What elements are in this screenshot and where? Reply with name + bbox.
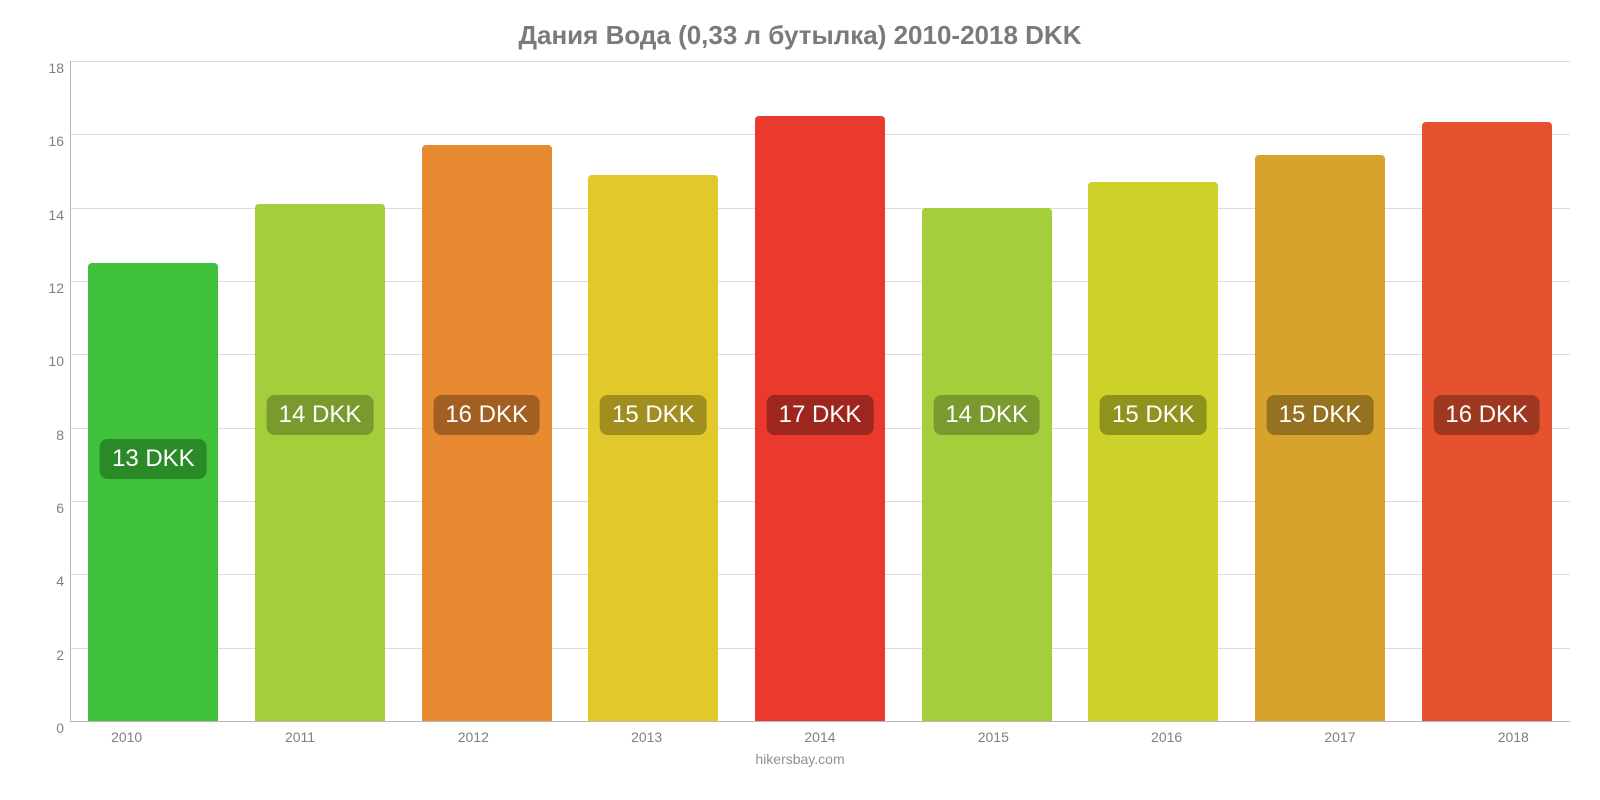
bar-2012: 16 DKK — [422, 145, 552, 721]
x-tick: 2014 — [733, 729, 906, 745]
source-label: hikersbay.com — [0, 751, 1600, 767]
bar-value-label: 13 DKK — [100, 439, 207, 479]
y-tick: 2 — [30, 647, 64, 663]
plot-area: 024681012141618 13 DKK14 DKK16 DKK15 DKK… — [30, 61, 1570, 721]
x-tick: 2012 — [387, 729, 560, 745]
bar-slot: 15 DKK — [1237, 61, 1404, 721]
y-axis: 024681012141618 — [30, 61, 70, 721]
bar-2017: 15 DKK — [1255, 155, 1385, 722]
bar-value-label: 15 DKK — [1100, 395, 1207, 435]
y-tick: 16 — [30, 133, 64, 149]
bar-2018: 16 DKK — [1422, 122, 1552, 722]
bar-value-label: 15 DKK — [1267, 395, 1374, 435]
y-tick: 6 — [30, 500, 64, 516]
bar-slot: 16 DKK — [1403, 61, 1570, 721]
bars-container: 13 DKK 14 DKK 16 DKK 15 DKK 17 DKK 14 DKK 15 D… — [70, 61, 1570, 721]
bar-slot: 15 DKK — [570, 61, 737, 721]
bar-2011: 14 DKK — [255, 204, 385, 721]
y-tick: 10 — [30, 353, 64, 369]
bar-2013: 15 DKK — [588, 175, 718, 721]
bar-slot: 13 DKK — [70, 61, 237, 721]
bar-slot: 17 DKK — [737, 61, 904, 721]
bar-value-label: 16 DKK — [433, 395, 540, 435]
x-axis: 201020112012201320142015201620172018 — [40, 729, 1600, 745]
chart-title: Дания Вода (0,33 л бутылка) 2010-2018 DK… — [30, 20, 1570, 51]
bar-value-label: 17 DKK — [767, 395, 874, 435]
bar-slot: 14 DKK — [237, 61, 404, 721]
bar-slot: 14 DKK — [903, 61, 1070, 721]
axis-line-x — [70, 721, 1570, 722]
x-tick: 2016 — [1080, 729, 1253, 745]
y-tick: 18 — [30, 60, 64, 76]
bar-value-label: 14 DKK — [267, 395, 374, 435]
y-tick: 12 — [30, 280, 64, 296]
bar-slot: 15 DKK — [1070, 61, 1237, 721]
y-tick: 4 — [30, 573, 64, 589]
y-tick: 14 — [30, 207, 64, 223]
bar-value-label: 15 DKK — [600, 395, 707, 435]
x-tick: 2013 — [560, 729, 733, 745]
water-price-chart: Дания Вода (0,33 л бутылка) 2010-2018 DK… — [0, 0, 1600, 800]
x-tick: 2010 — [40, 729, 213, 745]
bar-2014: 17 DKK — [755, 116, 885, 721]
bar-value-label: 14 DKK — [933, 395, 1040, 435]
bar-slot: 16 DKK — [403, 61, 570, 721]
x-tick: 2011 — [213, 729, 386, 745]
x-tick: 2017 — [1253, 729, 1426, 745]
bar-value-label: 16 DKK — [1433, 395, 1540, 435]
bar-2016: 15 DKK — [1088, 182, 1218, 721]
bar-2010: 13 DKK — [88, 263, 218, 721]
x-tick: 2018 — [1427, 729, 1600, 745]
x-tick: 2015 — [907, 729, 1080, 745]
y-tick: 8 — [30, 427, 64, 443]
bar-2015: 14 DKK — [922, 208, 1052, 721]
